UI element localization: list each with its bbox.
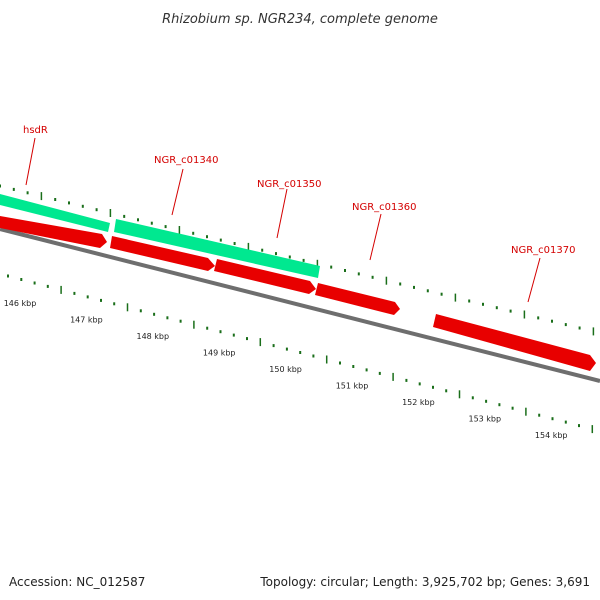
gene-label-NGR_c01350: NGR_c01350 <box>257 179 322 190</box>
map-title: Rhizobium sp. NGR234, complete genome <box>162 12 438 27</box>
forward-tick-track <box>0 184 595 336</box>
gene-label-NGR_c01340: NGR_c01340 <box>154 155 219 166</box>
scale-tick-track: 146 kbp 147 kbp 148 kbp 149 kbp 150 kbp 151 k… <box>4 274 594 440</box>
gene-label-hsdR: hsdR <box>23 125 48 136</box>
gene-hsdR-reverse-feature[interactable] <box>0 216 107 248</box>
gene-label-NGR_c01360: NGR_c01360 <box>352 202 417 213</box>
scale-tick-label: 150 kbp <box>269 365 302 374</box>
backbone-line <box>0 227 600 383</box>
gene-NGR_c01360-feature[interactable] <box>315 283 400 315</box>
leader-NGR_c01340 <box>171 168 184 216</box>
gene-NGR_c01370-feature[interactable] <box>433 314 596 371</box>
accession-text: Accession: NC_012587 <box>9 575 145 589</box>
leader-hsdR <box>25 137 36 186</box>
gene-label-NGR_c01370: NGR_c01370 <box>511 245 576 256</box>
scale-tick-label: 152 kbp <box>402 398 435 407</box>
scale-tick-label: 146 kbp <box>4 299 37 308</box>
scale-tick-label: 149 kbp <box>203 349 236 358</box>
scale-tick-label: 153 kbp <box>468 415 501 424</box>
leader-NGR_c01370 <box>527 257 541 303</box>
scale-tick-label: 148 kbp <box>136 332 169 341</box>
gene-hsdR-feature[interactable] <box>0 194 110 232</box>
gene-NGR_c01340-feature[interactable] <box>114 219 320 278</box>
gene-NGR_c01350-feature[interactable] <box>214 259 316 294</box>
leader-NGR_c01350 <box>276 188 288 239</box>
scale-tick-label: 151 kbp <box>336 382 369 391</box>
genome-summary-text: Topology: circular; Length: 3,925,702 bp… <box>259 575 590 589</box>
gene-NGR_c01350-reverse-a-feature[interactable] <box>110 236 215 271</box>
scale-tick-label: 147 kbp <box>70 316 103 325</box>
leader-NGR_c01360 <box>369 213 382 261</box>
scale-tick-label: 154 kbp <box>535 431 568 440</box>
